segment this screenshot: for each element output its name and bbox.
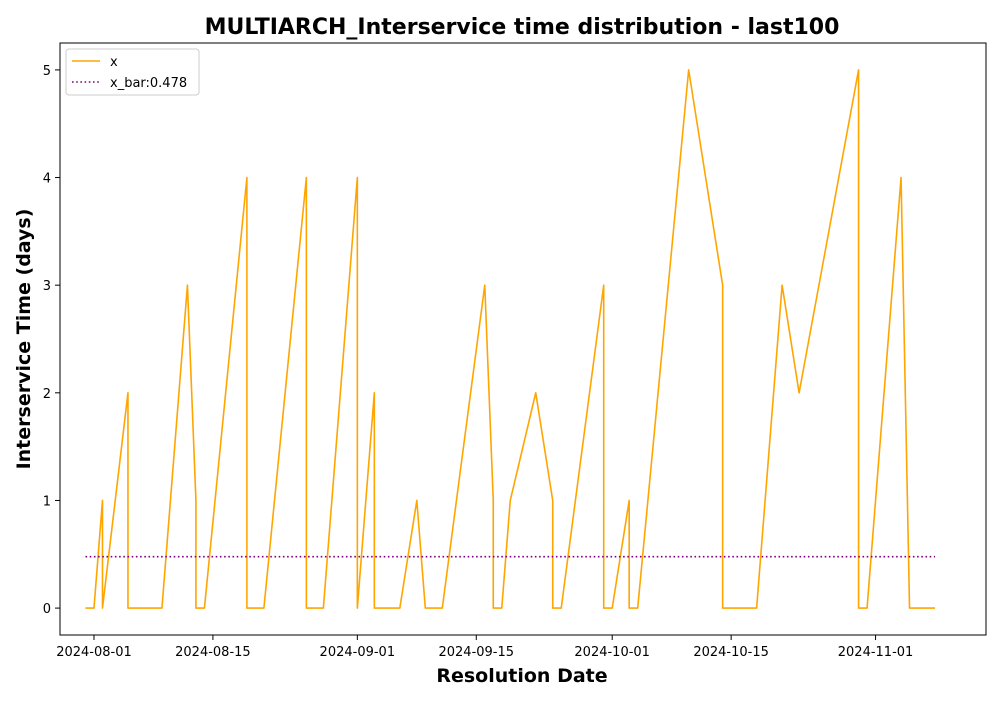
chart-title: MULTIARCH_Interservice time distribution… [205, 15, 840, 40]
y-tick-label: 1 [43, 494, 51, 509]
y-tick-label: 5 [43, 64, 51, 79]
legend: x x_bar:0.478 [65, 48, 200, 96]
plot-lines [85, 69, 936, 609]
y-tick-label: 4 [43, 172, 51, 187]
legend-label-x-bar: x_bar:0.478 [110, 76, 187, 91]
y-tick-label: 3 [43, 279, 51, 294]
x-axis-ticks: 2024-08-01 2024-08-15 2024-09-01 2024-09-15… [56, 635, 913, 660]
x-tick-label: 2024-09-01 [320, 645, 396, 660]
x-tick-label: 2024-10-15 [693, 645, 769, 660]
y-axis-label: Interservice Time (days) [13, 209, 35, 470]
x-tick-label: 2024-11-01 [838, 645, 914, 660]
x-axis-label: Resolution Date [436, 665, 607, 687]
x-tick-label: 2024-08-01 [56, 645, 132, 660]
y-axis-ticks: 0 1 2 3 4 5 [43, 64, 60, 617]
series-line-x [85, 69, 936, 609]
y-tick-label: 0 [43, 602, 51, 617]
y-tick-label: 2 [43, 387, 51, 402]
x-tick-label: 2024-09-15 [438, 645, 514, 660]
plot-frame [59, 42, 987, 636]
x-tick-label: 2024-10-01 [574, 645, 650, 660]
legend-label-x: x [110, 55, 118, 70]
x-tick-label: 2024-08-15 [175, 645, 251, 660]
